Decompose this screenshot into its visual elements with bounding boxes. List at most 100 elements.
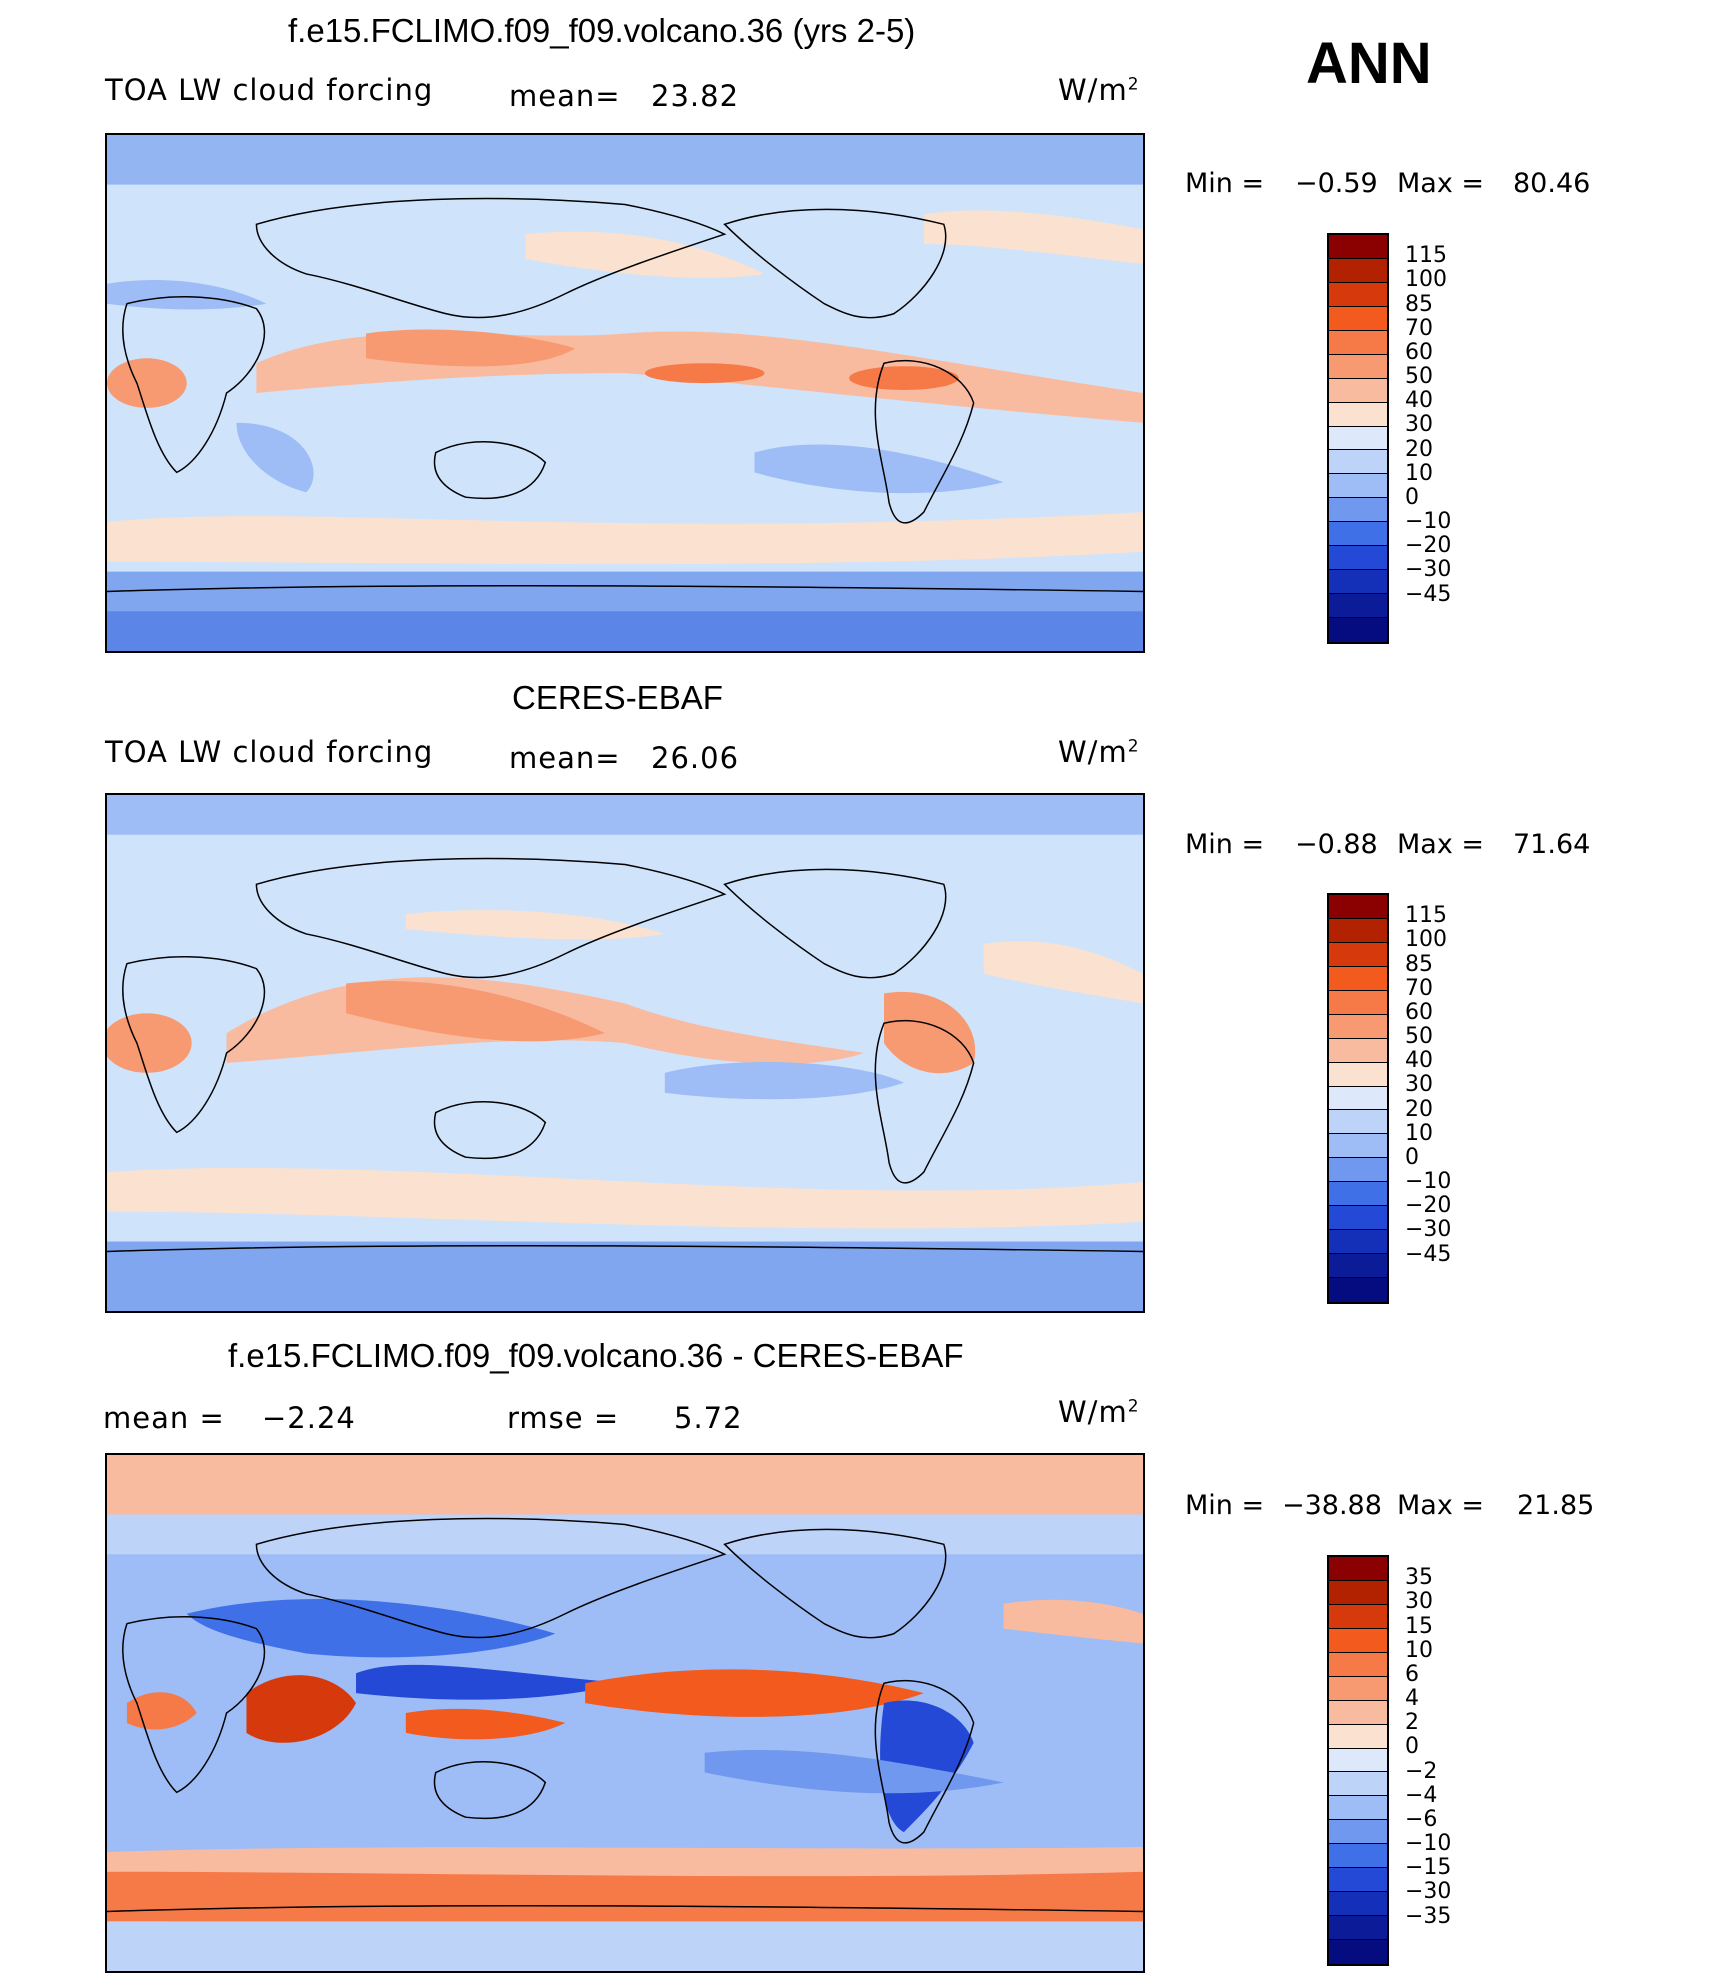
panel3-rmse-label: rmse = (507, 1401, 620, 1435)
colorbar-tick-label: −35 (1405, 1903, 1452, 1929)
colorbar-swatch (1329, 330, 1387, 355)
colorbar-tick-label: −10 (1405, 509, 1452, 535)
colorbar-swatch (1329, 1278, 1387, 1302)
colorbar-swatch (1329, 450, 1387, 475)
colorbar-tick-label: 30 (1405, 412, 1433, 438)
colorbar-tick-label: −30 (1405, 1879, 1452, 1905)
colorbar-tick-label: 115 (1405, 903, 1447, 929)
panel3-min-label: Min = (1185, 1490, 1265, 1521)
colorbar-swatch (1329, 235, 1387, 259)
colorbar-swatch (1329, 990, 1387, 1015)
colorbar-tick-label: 85 (1405, 951, 1433, 977)
colorbar-swatch (1329, 1134, 1387, 1159)
colorbar-tick-label: 50 (1405, 1024, 1433, 1050)
colorbar-tick-label: 50 (1405, 364, 1433, 390)
panel2-max-value: 71.64 (1513, 829, 1591, 860)
panel2-colorbar (1327, 893, 1389, 1304)
colorbar-tick-label: 70 (1405, 315, 1433, 341)
colorbar-tick-label: 35 (1405, 1565, 1433, 1591)
panel3-max-value: 21.85 (1517, 1490, 1595, 1521)
colorbar-tick-label: 70 (1405, 975, 1433, 1001)
colorbar-swatch (1329, 570, 1387, 595)
colorbar-swatch (1329, 258, 1387, 283)
panel2-mean-value: 26.06 (651, 741, 740, 775)
colorbar-swatch (1329, 918, 1387, 943)
colorbar-swatch (1329, 1772, 1387, 1797)
panel3-title: f.e15.FCLIMO.f09_f09.volcano.36 - CERES-… (228, 1337, 964, 1374)
colorbar-tick-label: 100 (1405, 927, 1447, 953)
colorbar-tick-label: 60 (1405, 999, 1433, 1025)
colorbar-swatch (1329, 1206, 1387, 1231)
colorbar-swatch (1329, 522, 1387, 547)
panel3-unit: W/m2 (1058, 1395, 1140, 1429)
colorbar-swatch (1329, 1652, 1387, 1677)
panel2-map-svg (107, 795, 1143, 1311)
colorbar-tick-label: 40 (1405, 1048, 1433, 1074)
colorbar-tick-label: −45 (1405, 1241, 1452, 1267)
panel1-mean-label: mean= (509, 79, 621, 113)
panel3-colorbar (1327, 1555, 1389, 1966)
colorbar-swatch (1329, 1062, 1387, 1087)
colorbar-swatch (1329, 1844, 1387, 1869)
colorbar-swatch (1329, 1748, 1387, 1773)
colorbar-swatch (1329, 1892, 1387, 1917)
panel3-map (105, 1453, 1145, 1973)
colorbar-tick-label: −4 (1405, 1782, 1438, 1808)
colorbar-swatch (1329, 966, 1387, 991)
colorbar-swatch (1329, 1940, 1387, 1964)
colorbar-tick-label: 30 (1405, 1072, 1433, 1098)
colorbar-swatch (1329, 1820, 1387, 1845)
panel1-mean-value: 23.82 (651, 79, 740, 113)
colorbar-tick-label: −6 (1405, 1806, 1438, 1832)
colorbar-swatch (1329, 618, 1387, 642)
colorbar-swatch (1329, 1230, 1387, 1255)
colorbar-swatch (1329, 1700, 1387, 1725)
colorbar-tick-label: −45 (1405, 581, 1452, 607)
colorbar-tick-label: 20 (1405, 436, 1433, 462)
colorbar-swatch (1329, 1796, 1387, 1821)
colorbar-swatch (1329, 1014, 1387, 1039)
colorbar-swatch (1329, 1868, 1387, 1893)
colorbar-tick-label: 15 (1405, 1613, 1433, 1639)
colorbar-tick-label: 10 (1405, 1637, 1433, 1663)
colorbar-swatch (1329, 474, 1387, 499)
colorbar-tick-label: 2 (1405, 1710, 1419, 1736)
panel2-max-label: Max = (1397, 829, 1485, 860)
colorbar-tick-label: 0 (1405, 1144, 1419, 1170)
panel1-max-label: Max = (1397, 168, 1485, 199)
colorbar-tick-label: 85 (1405, 291, 1433, 317)
colorbar-swatch (1329, 402, 1387, 427)
colorbar-swatch (1329, 942, 1387, 967)
colorbar-tick-label: −30 (1405, 1217, 1452, 1243)
panel3-max-label: Max = (1397, 1490, 1485, 1521)
colorbar-swatch (1329, 1110, 1387, 1135)
colorbar-swatch (1329, 426, 1387, 451)
panel2-mean-label: mean= (509, 741, 621, 775)
colorbar-swatch (1329, 1158, 1387, 1183)
colorbar-swatch (1329, 1557, 1387, 1581)
colorbar-swatch (1329, 1254, 1387, 1278)
panel1-min-value: −0.59 (1295, 168, 1378, 199)
panel3-map-svg (107, 1455, 1143, 1971)
colorbar-tick-label: 100 (1405, 267, 1447, 293)
colorbar-tick-label: 10 (1405, 1120, 1433, 1146)
colorbar-tick-label: −10 (1405, 1169, 1452, 1195)
colorbar-swatch (1329, 1086, 1387, 1111)
colorbar-swatch (1329, 498, 1387, 523)
colorbar-tick-label: 0 (1405, 484, 1419, 510)
colorbar-swatch (1329, 1724, 1387, 1749)
colorbar-swatch (1329, 1580, 1387, 1605)
colorbar-swatch (1329, 354, 1387, 379)
colorbar-tick-label: −20 (1405, 533, 1452, 559)
colorbar-tick-label: −15 (1405, 1855, 1452, 1881)
colorbar-swatch (1329, 1916, 1387, 1940)
panel2-variable: TOA LW cloud forcing (105, 735, 434, 769)
colorbar-tick-label: 60 (1405, 339, 1433, 365)
colorbar-tick-label: 0 (1405, 1734, 1419, 1760)
panel1-map (105, 133, 1145, 653)
colorbar-swatch (1329, 1604, 1387, 1629)
colorbar-tick-label: 10 (1405, 460, 1433, 486)
panel1-unit: W/m2 (1058, 73, 1140, 107)
colorbar-tick-label: 115 (1405, 243, 1447, 269)
panel1-colorbar (1327, 233, 1389, 644)
